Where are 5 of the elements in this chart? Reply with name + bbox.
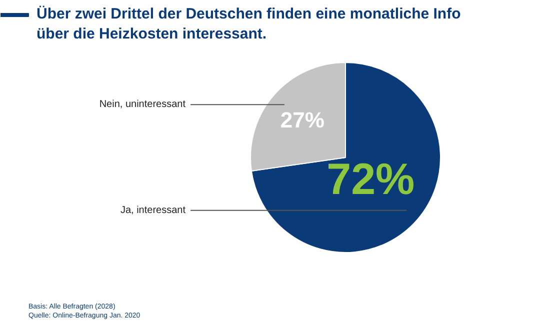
data-label: 72% (326, 154, 415, 204)
slice-label: Nein, uninteressant (99, 99, 186, 110)
chart-title: Über zwei Drittel der Deutschen finden eine monatliche Info über die Heizkosten interessant. (36, 6, 461, 42)
data-label: 27% (280, 108, 324, 133)
slice-label: Ja, interessant (120, 204, 186, 216)
